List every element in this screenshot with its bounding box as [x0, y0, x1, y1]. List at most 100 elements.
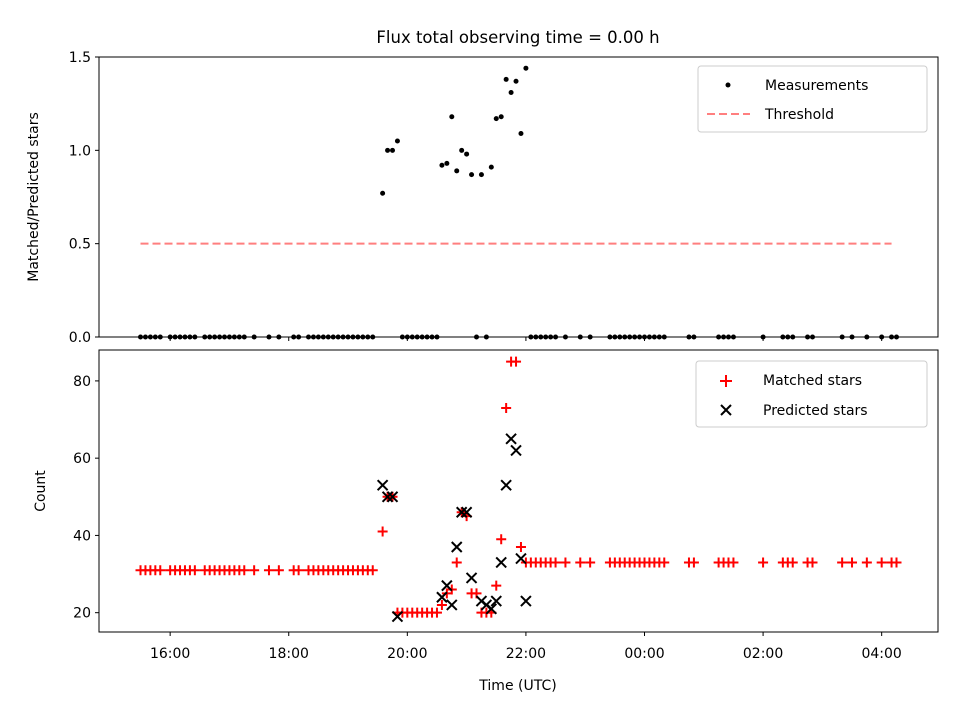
predicted-star-point [500, 479, 512, 491]
matched-star-point [155, 565, 166, 576]
measurement-point [523, 65, 529, 71]
bottom-y-tick-label: 20 [73, 606, 91, 622]
predicted-star-point [460, 506, 473, 518]
matched-star-point [585, 557, 596, 568]
legend-measurements-label: Measurements [765, 78, 868, 94]
matched-star-point [496, 534, 507, 545]
matched-star-point [491, 580, 502, 591]
matched-star-point [515, 542, 526, 553]
measurement-point [469, 172, 475, 178]
matched-star-point [891, 557, 902, 568]
measurement-point [390, 147, 396, 153]
matched-star-point [367, 565, 378, 576]
legend-matched-marker [720, 375, 732, 387]
measurement-point [439, 162, 445, 168]
legend-predicted-label: Predicted stars [763, 403, 868, 419]
matched-star-point [876, 557, 887, 568]
bottom-y-tick-label: 60 [73, 451, 91, 467]
predicted-star-point [510, 444, 522, 457]
measurement-point [498, 114, 504, 120]
matched-star-point [758, 557, 769, 568]
bottom-x-tick-label: 02:00 [743, 646, 783, 662]
matched-star-point [861, 557, 872, 568]
bottom-x-tick-label: 18:00 [269, 646, 309, 662]
bottom-y-axis-label: Count [33, 470, 49, 512]
top-y-tick-label: 0.0 [69, 330, 91, 346]
matched-star-point [436, 599, 447, 610]
bottom-x-tick-label: 04:00 [861, 646, 901, 662]
matched-star-point [837, 557, 848, 568]
matched-star-point [377, 526, 388, 537]
measurement-point [503, 76, 509, 82]
bottom-legend-box [695, 360, 928, 428]
matched-star-point [239, 565, 250, 576]
matched-star-point [501, 402, 512, 413]
predicted-star-point [376, 479, 389, 491]
measurement-point [464, 151, 470, 157]
measurement-point [444, 160, 450, 166]
predicted-star-point [485, 603, 498, 615]
bottom-legend: Matched stars Predicted stars [695, 360, 928, 428]
measurement-point [488, 164, 494, 170]
matched-star-point [263, 565, 274, 576]
top-y-tick-label: 1.0 [69, 143, 91, 159]
measurement-point [380, 190, 386, 196]
measurement-point [394, 138, 400, 144]
bottom-panel: 20 40 60 80 16:00 18:00 20:00 22:00 00:00 02:00 0… [33, 349, 939, 694]
measurement-point [478, 172, 484, 178]
matched-star-point [189, 565, 200, 576]
predicted-star-point [381, 491, 394, 503]
legend-predicted-marker [720, 404, 732, 416]
predicted-star-point [451, 541, 463, 553]
predicted-star-point [520, 595, 532, 607]
predicted-star-point [436, 591, 448, 603]
predicted-star-point [441, 579, 453, 592]
matched-star-point [431, 607, 442, 618]
predicted-star-point [490, 595, 502, 607]
bottom-x-tick-label: 00:00 [624, 646, 664, 662]
matched-star-point [249, 565, 260, 576]
measurement-point [513, 78, 519, 84]
measurement-point [385, 147, 391, 153]
matched-points [135, 356, 902, 618]
predicted-star-point [465, 572, 478, 584]
measurement-point [493, 116, 499, 122]
measurement-point [518, 131, 524, 137]
predicted-star-point [446, 599, 458, 611]
matched-star-point [659, 557, 670, 568]
top-y-tick-label: 1.5 [69, 50, 91, 66]
matched-star-point [728, 557, 739, 568]
predicted-star-point [505, 433, 517, 445]
matched-star-point [847, 557, 858, 568]
bottom-y-tick-label: 40 [73, 528, 91, 544]
matched-star-point [688, 557, 699, 568]
measurement-point [508, 89, 514, 95]
predicted-star-point [515, 552, 527, 565]
legend-measurements-marker [725, 82, 731, 88]
bottom-x-tick-label: 16:00 [150, 646, 190, 662]
matched-star-point [560, 557, 571, 568]
bottom-axes-frame [98, 349, 939, 633]
matched-star-point [550, 557, 561, 568]
top-y-ticks: 0.0 0.5 1.0 1.5 [69, 50, 99, 346]
top-panel: 0.0 0.5 1.0 1.5 Matched/Predicted stars Mea… [26, 50, 939, 346]
x-axis-label: Time (UTC) [478, 678, 556, 694]
predicted-star-point [386, 491, 399, 503]
legend-matched-label: Matched stars [763, 373, 862, 389]
bottom-y-ticks: 20 40 60 80 [73, 374, 99, 622]
matched-star-point [273, 565, 284, 576]
top-y-axis-label: Matched/Predicted stars [26, 112, 42, 282]
bottom-y-tick-label: 80 [73, 374, 91, 390]
bottom-x-ticks: 16:00 18:00 20:00 22:00 00:00 02:00 04:00 [150, 632, 902, 662]
predicted-points [376, 433, 532, 623]
predicted-star-point [391, 610, 404, 623]
bottom-x-tick-label: 22:00 [506, 646, 546, 662]
matched-star-point [807, 557, 818, 568]
measurement-points [138, 65, 899, 340]
bottom-x-tick-label: 20:00 [387, 646, 427, 662]
top-axes-frame [98, 56, 939, 338]
matched-star-point [575, 557, 586, 568]
legend-threshold-label: Threshold [764, 107, 834, 123]
measurement-point [449, 114, 455, 120]
